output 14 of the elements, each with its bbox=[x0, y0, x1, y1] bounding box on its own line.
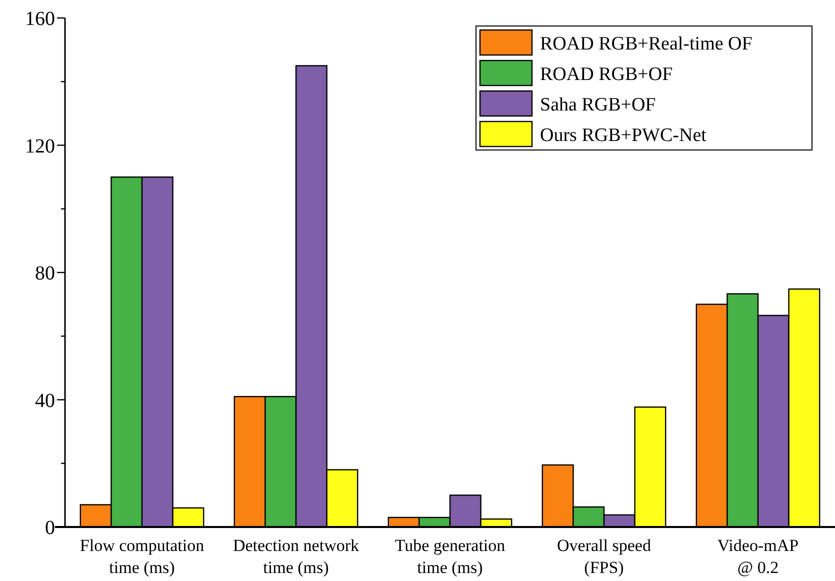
y-tick-label: 40 bbox=[35, 390, 55, 412]
y-tick-label: 120 bbox=[25, 135, 55, 158]
y-tick-label: 0 bbox=[45, 517, 55, 539]
x-tick-label: Video-mAP @ 0.2 bbox=[717, 536, 799, 577]
y-tick-label: 80 bbox=[35, 262, 55, 284]
x-tick-label: Tube generation time (ms) bbox=[394, 536, 506, 577]
legend-label: ROAD RGB+OF bbox=[540, 64, 673, 86]
y-tick-label: 160 bbox=[25, 8, 55, 30]
legend-label: Ours RGB+PWC-Net bbox=[540, 125, 708, 146]
legend-label: Saha RGB+OF bbox=[540, 94, 656, 116]
x-tick-label: Flow computation time (ms) bbox=[80, 536, 205, 577]
legend-label: ROAD RGB+Real-time OF bbox=[540, 34, 752, 55]
x-tick-label: Detection network time (ms) bbox=[232, 536, 360, 577]
x-tick-label: Overall speed (FPS) bbox=[557, 536, 652, 577]
